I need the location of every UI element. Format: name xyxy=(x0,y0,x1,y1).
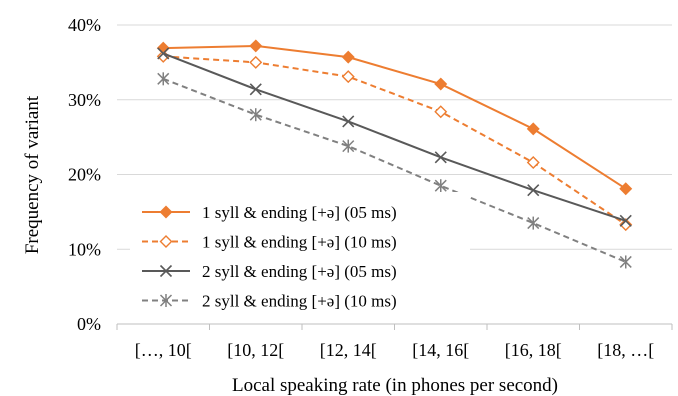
x-tick-label: [10, 12[ xyxy=(227,340,284,360)
x-tick-label: [14, 16[ xyxy=(412,340,469,360)
marker-stroke xyxy=(342,115,355,128)
data-point xyxy=(341,70,355,84)
data-point xyxy=(619,182,633,196)
y-tick-label: 0% xyxy=(77,314,101,334)
data-point xyxy=(157,72,170,86)
data-point xyxy=(434,105,448,119)
legend-label: 2 syll & ending [+ə] (05 ms) xyxy=(202,262,397,281)
y-tick-label: 10% xyxy=(68,239,101,259)
legend: 1 syll & ending [+ə] (05 ms) 1 syll & end… xyxy=(142,203,397,311)
y-tick-label: 40% xyxy=(68,15,101,35)
data-point xyxy=(342,139,355,153)
data-point xyxy=(434,77,448,91)
series-line xyxy=(163,44,627,190)
series-line xyxy=(163,55,627,226)
data-point xyxy=(619,255,632,269)
marker-stroke xyxy=(619,214,632,227)
series-lines xyxy=(156,39,633,269)
data-point xyxy=(619,218,633,232)
data-point xyxy=(249,108,262,122)
legend-marker xyxy=(159,205,173,219)
legend-entry: 1 syll & ending [+ə] (10 ms) xyxy=(142,233,397,252)
data-point xyxy=(619,214,632,227)
y-tick-label: 30% xyxy=(68,90,101,110)
series-4 xyxy=(157,72,632,269)
x-axis-title: Local speaking rate (in phones per secon… xyxy=(232,375,558,396)
data-point xyxy=(526,122,540,136)
data-point xyxy=(249,83,262,96)
data-point xyxy=(434,151,447,164)
x-tick-label: […, 10[ xyxy=(135,340,192,360)
x-tick-label: [12, 14[ xyxy=(320,340,377,360)
legend-label: 2 syll & ending [+ə] (10 ms) xyxy=(202,292,397,311)
series-line xyxy=(162,77,627,263)
marker-stroke xyxy=(527,184,540,197)
legend-marker xyxy=(159,235,173,248)
data-point xyxy=(527,216,540,230)
series-3 xyxy=(157,47,632,227)
series-1 xyxy=(156,39,633,196)
data-point xyxy=(341,50,355,64)
data-point xyxy=(157,47,170,60)
legend-marker xyxy=(159,264,173,278)
marker-stroke xyxy=(159,264,173,278)
data-point xyxy=(434,179,447,193)
data-point xyxy=(249,39,263,53)
data-point xyxy=(249,55,263,69)
marker-stroke xyxy=(434,151,447,164)
x-tick-label: [16, 18[ xyxy=(505,340,562,360)
legend-entry: 1 syll & ending [+ə] (05 ms) xyxy=(142,203,397,222)
marker-stroke xyxy=(249,83,262,96)
data-point xyxy=(342,115,355,128)
y-tick-label: 20% xyxy=(68,165,101,185)
y-axis-title: Frequency of variant xyxy=(22,95,43,254)
legend-entry: 2 syll & ending [+ə] (05 ms) xyxy=(142,262,397,281)
legend-label: 1 syll & ending [+ə] (05 ms) xyxy=(202,203,397,222)
legend-marker xyxy=(159,294,173,307)
x-tick-label: [18, …[ xyxy=(597,340,654,360)
marker-stroke xyxy=(157,47,170,60)
legend-entry: 2 syll & ending [+ə] (10 ms) xyxy=(142,292,397,311)
series-line xyxy=(162,52,627,222)
data-point xyxy=(526,156,540,170)
data-point xyxy=(527,184,540,197)
axes: 0% 10% 20% 30% 40% […, 10[ [10, 12[ [12, 14[ [14… xyxy=(68,15,673,360)
legend-label: 1 syll & ending [+ə] (10 ms) xyxy=(202,233,397,252)
